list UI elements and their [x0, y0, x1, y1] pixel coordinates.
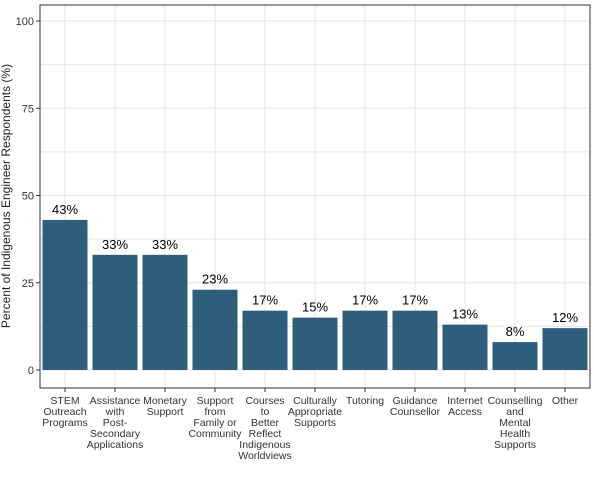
bar: [542, 328, 588, 370]
y-tick-label: 50: [22, 191, 34, 203]
value-label: 23%: [202, 272, 228, 287]
value-label: 17%: [402, 293, 428, 308]
x-tick-label: Culturally Appropriate Supports: [288, 395, 342, 429]
x-tick-label: Internet Access: [447, 395, 483, 418]
y-tick-label: 100: [16, 16, 34, 28]
x-tick-label: Courses to Better Reflect Indigenous Worldvie…: [238, 395, 291, 462]
bar: [192, 289, 238, 370]
x-tick-label: Monetary Support: [143, 395, 188, 418]
value-label: 8%: [506, 324, 525, 339]
bar: [392, 310, 438, 370]
x-tick-label: Support from Family or Community: [188, 395, 242, 440]
panel-border: [39, 4, 591, 389]
y-tick-label: 0: [28, 365, 34, 377]
value-label: 15%: [302, 300, 328, 315]
bar: [442, 324, 488, 370]
value-label: 43%: [52, 202, 78, 217]
bar: [492, 342, 538, 370]
y-axis-label: Percent of Indigenous Engineer Responden…: [0, 64, 13, 328]
x-tick-label: Assistance with Post-Secondary Applications: [87, 395, 144, 451]
value-label: 17%: [352, 293, 378, 308]
bar: [92, 254, 138, 370]
x-tick-label: STEM Outreach Programs: [42, 395, 88, 429]
y-tick-label: 75: [22, 103, 34, 115]
x-tick-label: Tutoring: [346, 395, 384, 407]
bar: [42, 219, 88, 370]
bar: [242, 310, 288, 370]
bar: [342, 310, 388, 370]
x-tick-label: Counselling and Mental Health Supports: [488, 395, 543, 451]
x-tick-label: Guidance Counsellor: [390, 395, 441, 418]
value-label: 33%: [152, 237, 178, 252]
bar: [292, 317, 338, 370]
value-label: 13%: [452, 307, 478, 322]
bar: [142, 254, 188, 370]
value-label: 17%: [252, 293, 278, 308]
x-tick-label: Other: [552, 395, 579, 407]
value-label: 12%: [552, 310, 578, 325]
y-tick-label: 25: [22, 278, 34, 290]
value-label: 33%: [102, 237, 128, 252]
